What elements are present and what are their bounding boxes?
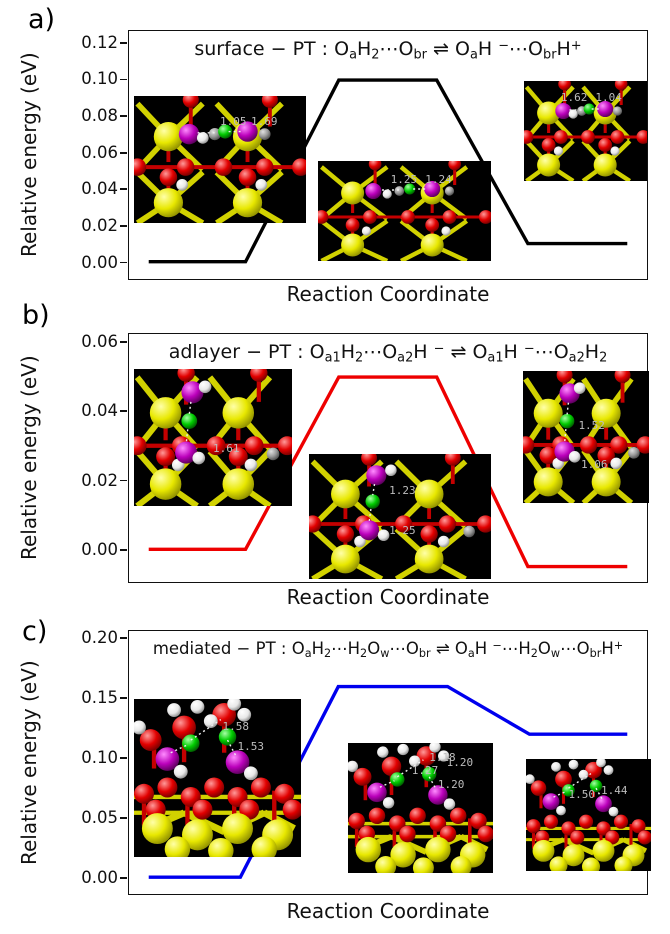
y-tick-label: 0.02 xyxy=(81,215,118,235)
distance-label: 1.61 xyxy=(213,441,240,455)
panel-a: a) Relative energy (eV) 0.00 0.02 0.04 0.06… xyxy=(0,4,670,308)
reaction-equation-title: surface − PT : OaH2⋯Obr ⇌ OaH −⋯ObrH+ xyxy=(194,38,582,63)
distance-label: 1.05 xyxy=(220,115,247,129)
structure-inset-final-state: 1.50 1.44 xyxy=(526,759,651,871)
y-tick-label: 0.02 xyxy=(81,470,118,490)
panel-b: b) Relative energy (eV) 0.00 0.02 0.04 0.06… xyxy=(0,300,670,618)
plot-frame: surface − PT : OaH2⋯Obr ⇌ OaH −⋯ObrH+ 1.… xyxy=(128,30,648,280)
y-tick-label: 0.00 xyxy=(81,867,118,887)
y-axis-title: Relative energy (eV) xyxy=(17,660,41,865)
molecule-structure-drawing xyxy=(348,743,493,873)
reaction-equation-title: adlayer − PT : Oa1H2⋯Oa2H − ⇌ Oa1H −⋯Oa2… xyxy=(168,341,608,366)
y-tick-label: 0.10 xyxy=(81,69,118,89)
structure-inset-final-state: 1.62 1.04 xyxy=(524,81,647,181)
distance-label: 1.69 xyxy=(250,115,278,129)
structure-inset-initial-state: 1.61 xyxy=(134,369,292,506)
x-axis-title: Reaction Coordinate xyxy=(286,282,490,306)
structure-inset-transition-state: 1.25 1.24 xyxy=(318,161,491,261)
y-tick-label: 0.12 xyxy=(81,32,118,52)
distance-label: 1.44 xyxy=(601,783,628,797)
structure-inset-initial-state: 1.05 1.69 xyxy=(134,96,306,223)
y-tick-label: 0.00 xyxy=(81,252,118,272)
y-tick-mark xyxy=(120,817,127,819)
distance-label: 1.62 xyxy=(560,91,588,104)
distance-label: 1.20 xyxy=(446,756,474,769)
y-tick-label: 0.08 xyxy=(81,106,118,126)
structure-inset-final-state: 1.52 1.06 xyxy=(523,371,649,503)
distance-label: 1.20 xyxy=(437,778,465,792)
panel-letter-c: c) xyxy=(22,616,48,647)
molecule-structure-drawing xyxy=(309,454,491,579)
y-tick-label: 0.20 xyxy=(81,628,118,648)
distance-label: 1.06 xyxy=(580,458,608,472)
reaction-equation-title: mediated − PT : OaH2⋯H2Ow⋯Obr ⇌ OaH −⋯H2… xyxy=(152,639,624,660)
x-axis-title: Reaction Coordinate xyxy=(286,585,490,609)
molecule-structure-drawing xyxy=(134,369,292,506)
y-tick-label: 0.00 xyxy=(81,540,118,559)
molecule-structure-drawing xyxy=(524,81,647,181)
molecule-structure-drawing xyxy=(318,161,491,261)
y-tick-mark xyxy=(120,41,127,44)
y-tick-label: 0.06 xyxy=(81,331,118,351)
panel-letter-b: b) xyxy=(22,300,50,331)
y-axis-title: Relative energy (eV) xyxy=(17,52,41,258)
structure-inset-transition-state: 1.23 1.25 xyxy=(309,454,491,579)
plot-frame: mediated − PT : OaH2⋯H2Ow⋯Obr ⇌ OaH −⋯H2… xyxy=(128,630,651,895)
panel-c: c) Relative energy (eV) 0.00 0.05 0.10 0.15… xyxy=(0,616,670,934)
y-tick-label: 0.15 xyxy=(81,688,118,708)
x-axis-title: Reaction Coordinate xyxy=(286,899,490,923)
y-tick-mark xyxy=(120,225,127,227)
distance-label: 1.25 xyxy=(390,173,418,186)
molecule-structure-drawing xyxy=(523,371,649,503)
y-tick-mark xyxy=(120,697,127,699)
y-tick-mark xyxy=(120,877,127,879)
distance-label: 1.58 xyxy=(222,719,250,733)
structure-inset-initial-state: 1.58 1.53 xyxy=(134,699,301,857)
distance-label: 1.18 xyxy=(429,750,456,764)
y-tick-label: 0.04 xyxy=(81,401,118,421)
y-axis-title: Relative energy (eV) xyxy=(17,355,41,561)
y-tick-mark xyxy=(120,151,127,154)
distance-label: 1.24 xyxy=(425,173,452,186)
y-tick-mark xyxy=(120,479,127,482)
energy-profile-curve xyxy=(148,78,628,264)
distance-label: 1.52 xyxy=(578,418,605,432)
molecule-structure-drawing xyxy=(526,759,651,871)
y-tick-label: 0.04 xyxy=(81,179,118,199)
y-tick-mark xyxy=(120,340,127,343)
y-tick-mark xyxy=(120,78,127,81)
y-tick-mark xyxy=(120,115,127,117)
molecule-structure-drawing xyxy=(134,96,306,223)
y-tick-mark xyxy=(120,261,127,264)
distance-label: 1.27 xyxy=(411,763,439,777)
distance-label: 1.50 xyxy=(568,788,596,802)
y-tick-mark xyxy=(120,637,127,639)
energy-profile-curve xyxy=(148,375,628,569)
energy-profile-curve xyxy=(148,684,628,879)
panel-letter-a: a) xyxy=(28,4,56,35)
y-tick-label: 0.06 xyxy=(81,142,118,162)
y-tick-mark xyxy=(120,757,127,759)
y-tick-mark xyxy=(120,549,127,551)
structure-inset-transition-state: 1.27 1.18 1.20 1.20 xyxy=(348,743,493,873)
distance-label: 1.53 xyxy=(237,740,265,754)
distance-label: 1.04 xyxy=(595,91,622,104)
molecule-structure-drawing xyxy=(134,699,301,857)
plot-frame: adlayer − PT : Oa1H2⋯Oa2H − ⇌ Oa1H −⋯Oa2… xyxy=(128,333,649,583)
distance-label: 1.23 xyxy=(389,484,416,497)
y-tick-label: 0.05 xyxy=(81,807,118,827)
y-tick-mark xyxy=(120,188,127,191)
distance-label: 1.25 xyxy=(389,524,416,537)
y-tick-mark xyxy=(120,410,127,413)
y-tick-label: 0.10 xyxy=(81,748,118,767)
